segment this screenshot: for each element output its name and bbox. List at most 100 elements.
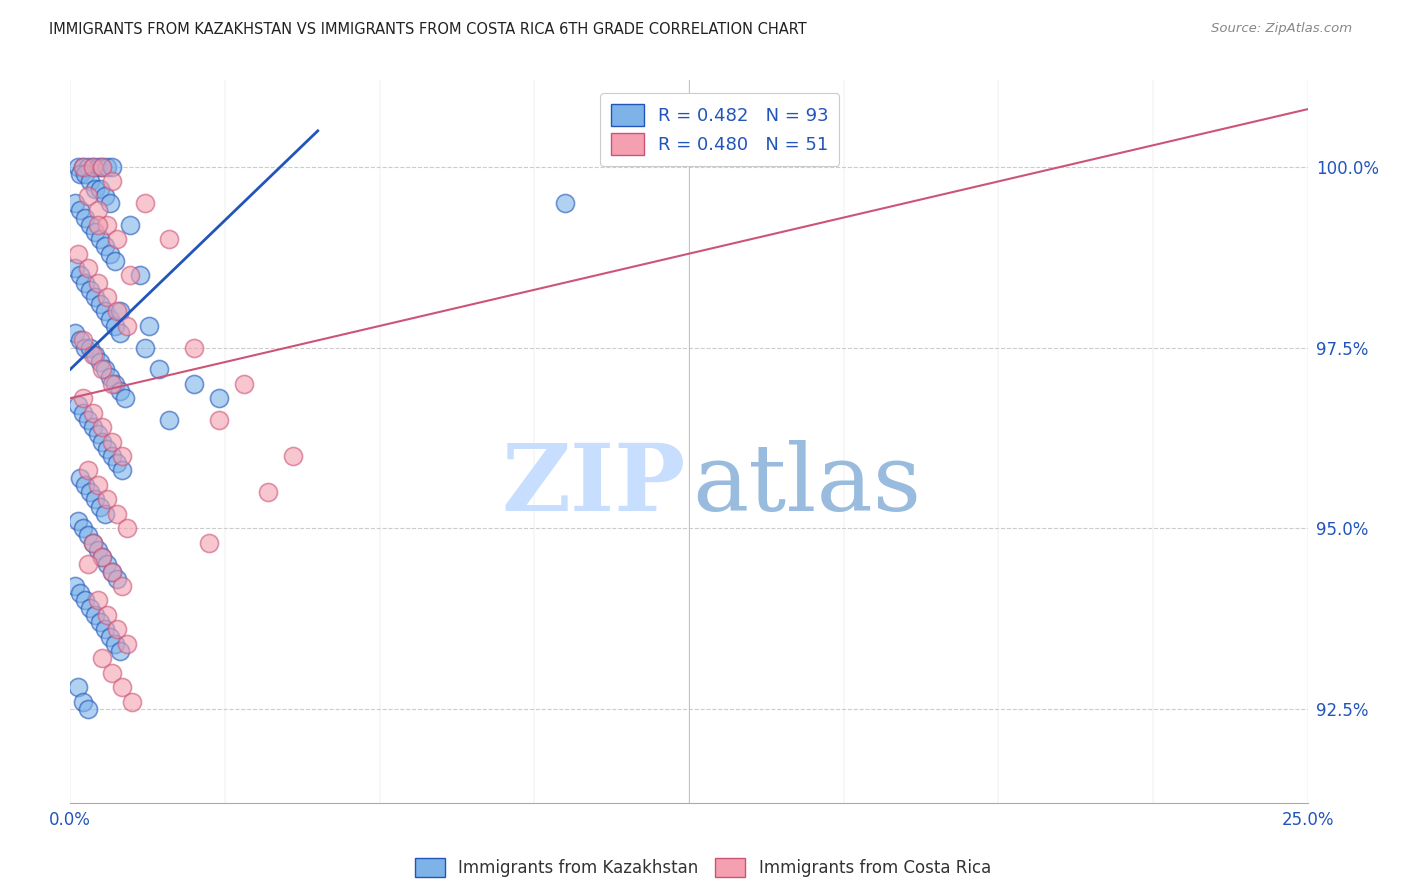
Point (84, 182, 107, 196)
Point (232, 376, 254, 391)
Text: ZIP: ZIP (501, 440, 685, 530)
Point (111, 463, 134, 477)
Point (76, 463, 98, 477)
Point (104, 637, 127, 651)
Point (82, 406, 104, 420)
Point (94, 362, 117, 376)
Legend: Immigrants from Kazakhstan, Immigrants from Costa Rica: Immigrants from Kazakhstan, Immigrants f… (408, 852, 998, 884)
Point (65, 326, 87, 341)
Point (554, 196, 576, 211)
Point (76, 702, 98, 716)
Point (96, 290, 118, 304)
Point (69, 586, 91, 600)
Point (76, 528, 98, 542)
Point (138, 318, 160, 333)
Point (118, 218, 141, 232)
Text: IMMIGRANTS FROM KAZAKHSTAN VS IMMIGRANTS FROM COSTA RICA 6TH GRADE CORRELATION C: IMMIGRANTS FROM KAZAKHSTAN VS IMMIGRANTS… (49, 22, 807, 37)
Point (86, 218, 108, 232)
Point (82, 160, 104, 174)
Point (89, 182, 111, 196)
Point (101, 376, 124, 391)
Point (91, 420, 114, 434)
Point (69, 203, 91, 218)
Point (115, 521, 138, 535)
Point (96, 442, 118, 456)
Point (108, 644, 131, 658)
Point (94, 304, 117, 318)
Point (108, 304, 131, 318)
Point (86, 427, 108, 442)
Point (69, 167, 91, 181)
Point (76, 160, 98, 174)
Point (98, 311, 121, 326)
Point (75, 211, 97, 225)
Point (257, 485, 280, 500)
Point (96, 218, 118, 232)
Point (91, 160, 114, 174)
Point (96, 160, 118, 174)
Point (69, 334, 91, 348)
Point (105, 304, 128, 318)
Point (79, 600, 101, 615)
Point (91, 434, 114, 449)
Point (72, 695, 94, 709)
Point (91, 550, 114, 565)
Point (76, 189, 98, 203)
Point (105, 456, 128, 470)
Point (66, 514, 89, 528)
Point (111, 680, 134, 694)
Point (72, 160, 94, 174)
Point (104, 254, 127, 268)
Point (66, 399, 89, 413)
Point (75, 478, 97, 492)
Point (75, 593, 97, 607)
Point (101, 160, 124, 174)
Point (94, 239, 117, 253)
Point (105, 232, 128, 246)
Point (157, 413, 180, 427)
Point (91, 160, 114, 174)
Point (72, 406, 94, 420)
Point (76, 413, 98, 427)
Point (134, 196, 156, 211)
Point (104, 376, 127, 391)
Point (89, 232, 111, 246)
Point (72, 334, 94, 348)
Point (118, 268, 141, 283)
Point (98, 196, 121, 211)
Point (84, 607, 107, 622)
Point (101, 565, 124, 579)
Point (148, 362, 170, 376)
Point (91, 651, 114, 665)
Point (101, 665, 124, 680)
Point (89, 297, 111, 311)
Point (79, 485, 101, 500)
Point (128, 268, 150, 283)
Point (86, 593, 108, 607)
Point (108, 384, 131, 398)
Point (82, 535, 104, 549)
Point (86, 478, 108, 492)
Point (91, 362, 114, 376)
Point (79, 341, 101, 355)
Point (208, 391, 231, 405)
Point (66, 680, 89, 694)
Point (72, 391, 94, 405)
Point (115, 637, 138, 651)
Point (91, 550, 114, 565)
Point (75, 341, 97, 355)
Point (86, 160, 108, 174)
Point (96, 607, 118, 622)
Point (96, 492, 118, 507)
Point (198, 535, 221, 549)
Point (69, 268, 91, 283)
Point (84, 492, 107, 507)
Point (101, 565, 124, 579)
Point (65, 196, 87, 211)
Legend: R = 0.482   N = 93, R = 0.480   N = 51: R = 0.482 N = 93, R = 0.480 N = 51 (600, 93, 839, 166)
Point (76, 261, 98, 276)
Point (183, 341, 205, 355)
Point (105, 507, 128, 521)
Point (82, 535, 104, 549)
Point (121, 695, 143, 709)
